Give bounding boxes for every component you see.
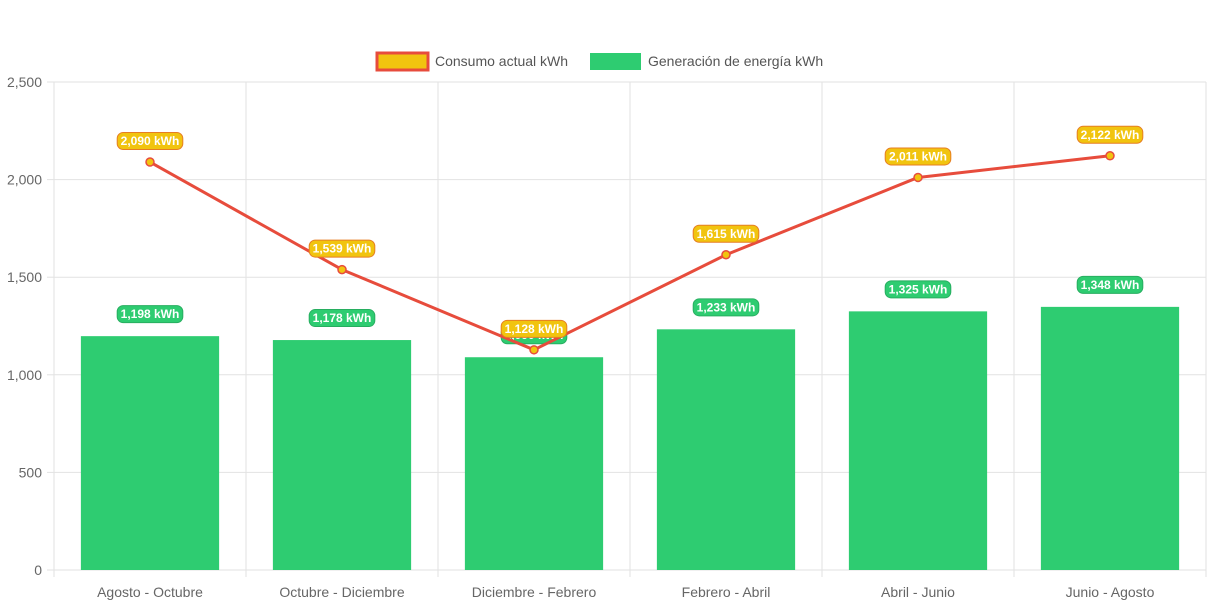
line-data-label: 2,090 kWh — [116, 132, 184, 151]
y-axis-ticks: 0 500 1,000 1,500 2,000 2,500 — [7, 74, 42, 578]
legend[interactable]: Consumo actual kWh Generación de energía… — [375, 51, 823, 72]
line-data-label: 1,539 kWh — [308, 239, 376, 258]
bar-data-label-bg — [1076, 275, 1144, 294]
line-data-label: 1,128 kWh — [500, 319, 568, 338]
bar-data-label: 1,325 kWh — [884, 280, 952, 299]
bar-data-label: 1,178 kWh — [308, 309, 376, 328]
bar[interactable] — [848, 311, 988, 570]
bar[interactable] — [272, 340, 412, 570]
line-point[interactable] — [913, 172, 923, 183]
bar-data-label-bg — [308, 309, 376, 328]
bar-series — [80, 306, 1180, 570]
legend-label-generacion: Generación de energía kWh — [648, 53, 823, 69]
bar[interactable] — [1040, 306, 1180, 570]
line-data-label-text: 2,090 kWh — [121, 134, 180, 148]
bar[interactable] — [656, 329, 796, 570]
bar[interactable] — [464, 357, 604, 570]
x-tick-label: Febrero - Abril — [682, 584, 771, 600]
line-data-label-bg — [1076, 125, 1144, 144]
x-tick-label: Agosto - Octubre — [97, 584, 203, 600]
line-point[interactable] — [721, 250, 731, 260]
legend-item-consumo[interactable]: Consumo actual kWh — [375, 51, 568, 72]
line-data-label-bg — [500, 319, 568, 338]
bar-data-label-text: 1,325 kWh — [889, 282, 948, 296]
bar-data-label-text: 1,348 kWh — [1081, 278, 1140, 292]
line-data-label-bg — [308, 239, 376, 258]
line-point[interactable] — [529, 345, 539, 355]
line-data-label: 2,011 kWh — [884, 147, 952, 166]
line-data-labels: 2,090 kWh 1,539 kWh 1,128 kWh 1,615 kWh 2,01… — [116, 125, 1144, 338]
legend-swatch-generacion — [590, 53, 641, 70]
bar-data-label-text: 1,198 kWh — [121, 307, 180, 321]
x-tick-label: Diciembre - Febrero — [472, 584, 597, 600]
y-tick-label: 0 — [34, 562, 42, 578]
legend-swatch-consumo — [375, 51, 430, 72]
line-data-label-text: 1,128 kWh — [505, 322, 564, 336]
y-tick-label: 2,000 — [7, 172, 42, 188]
y-tick-label: 2,500 — [7, 74, 42, 90]
bar-data-label: 1,198 kWh — [116, 305, 184, 324]
legend-label-consumo: Consumo actual kWh — [435, 53, 568, 69]
line-data-label: 1,615 kWh — [692, 224, 760, 243]
line-data-label: 2,122 kWh — [1076, 125, 1144, 144]
bar-data-label-bg — [884, 280, 952, 299]
line-data-label-text: 2,011 kWh — [889, 149, 947, 163]
line-data-label-bg — [884, 147, 952, 166]
line-data-label-text: 1,539 kWh — [313, 242, 372, 256]
y-tick-label: 500 — [19, 464, 43, 480]
x-tick-label: Junio - Agosto — [1066, 584, 1155, 600]
line-point[interactable] — [145, 157, 155, 167]
bar-data-label-bg — [116, 305, 184, 324]
bar-data-label-text: 1,178 kWh — [313, 311, 372, 325]
x-tick-label: Octubre - Diciembre — [279, 584, 404, 600]
line-data-label-text: 1,615 kWh — [697, 227, 756, 241]
y-tick-label: 1,500 — [7, 269, 42, 285]
line-data-label-bg — [116, 132, 184, 151]
line-point[interactable] — [1105, 151, 1115, 161]
x-axis-ticks: Agosto - Octubre Octubre - Diciembre Dicie… — [97, 584, 1154, 600]
y-tick-label: 1,000 — [7, 367, 42, 383]
line-data-label-bg — [692, 224, 760, 243]
bar[interactable] — [80, 336, 220, 570]
grid-lines — [47, 81, 1207, 577]
bar-data-label-text: 1,233 kWh — [697, 300, 756, 314]
line-data-label-text: 2,122 kWh — [1081, 128, 1140, 142]
x-tick-label: Abril - Junio — [881, 584, 955, 600]
line-point[interactable] — [337, 264, 347, 275]
legend-item-generacion[interactable]: Generación de energía kWh — [590, 53, 823, 70]
bar-data-label-bg — [692, 298, 760, 317]
bar-data-label: 1,233 kWh — [692, 298, 760, 317]
bar-data-label: 1,348 kWh — [1076, 275, 1144, 294]
